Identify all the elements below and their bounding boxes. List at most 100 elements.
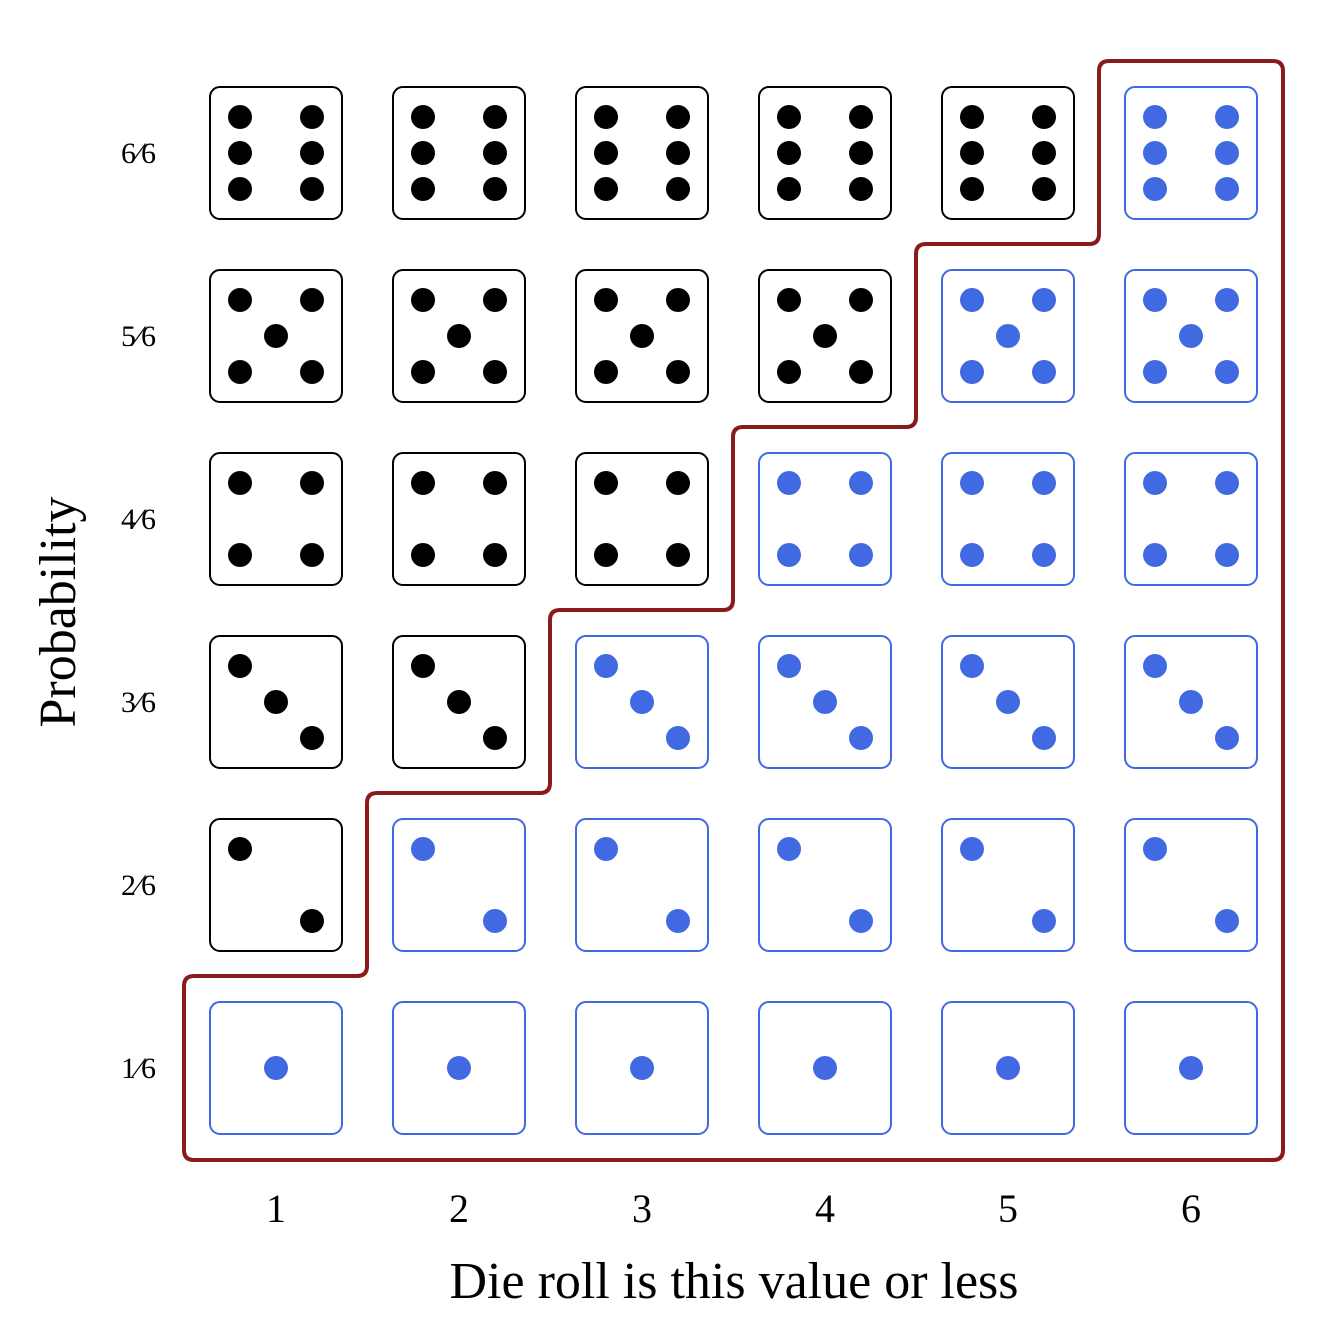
die-outline <box>941 269 1075 403</box>
die-pip <box>666 105 690 129</box>
die-face-6-col-2 <box>392 86 526 220</box>
die-pip <box>1215 726 1239 750</box>
die-face-1-col-6 <box>1124 1001 1258 1135</box>
die-outline <box>941 635 1075 769</box>
die-face-6-col-1 <box>209 86 343 220</box>
die-pip <box>411 288 435 312</box>
die-pip <box>1179 1056 1203 1080</box>
die-pip <box>666 141 690 165</box>
die-pip <box>483 543 507 567</box>
die-pip <box>483 141 507 165</box>
die-pip <box>228 360 252 384</box>
die-pip <box>483 105 507 129</box>
die-outline <box>209 818 343 952</box>
die-outline <box>941 1001 1075 1135</box>
die-pip <box>630 1056 654 1080</box>
die-face-5-col-5 <box>941 269 1075 403</box>
x-tick-label: 6 <box>1181 1186 1201 1231</box>
die-outline <box>941 452 1075 586</box>
die-pip <box>411 654 435 678</box>
die-pip <box>411 177 435 201</box>
die-pip <box>264 1056 288 1080</box>
x-tick-label: 1 <box>266 1186 286 1231</box>
die-pip <box>996 324 1020 348</box>
die-outline <box>392 635 526 769</box>
die-pip <box>960 543 984 567</box>
die-outline <box>941 86 1075 220</box>
die-outline <box>758 635 892 769</box>
y-axis-label: Probability <box>30 496 87 727</box>
x-tick-label: 4 <box>815 1186 835 1231</box>
die-pip <box>1143 543 1167 567</box>
die-pip <box>849 543 873 567</box>
die-pip <box>996 1056 1020 1080</box>
die-pip <box>960 141 984 165</box>
die-face-5-col-6 <box>1124 269 1258 403</box>
die-pip <box>666 177 690 201</box>
die-outline <box>392 818 526 952</box>
die-pip <box>594 543 618 567</box>
die-pip <box>1032 726 1056 750</box>
die-face-3-col-3 <box>575 635 709 769</box>
die-face-6-col-4 <box>758 86 892 220</box>
dice-grid <box>209 86 1258 1135</box>
die-pip <box>849 726 873 750</box>
y-axis-ticks: 1⁄6 2⁄6 3⁄6 4⁄6 5⁄6 6⁄6 <box>121 137 156 1085</box>
die-pip <box>1032 105 1056 129</box>
die-pip <box>777 543 801 567</box>
die-outline <box>575 452 709 586</box>
die-face-3-col-4 <box>758 635 892 769</box>
die-pip <box>849 471 873 495</box>
die-outline <box>1124 86 1258 220</box>
die-pip <box>630 324 654 348</box>
y-tick-label: 2⁄6 <box>121 869 156 902</box>
die-pip <box>777 288 801 312</box>
die-face-5-col-2 <box>392 269 526 403</box>
die-outline <box>1124 269 1258 403</box>
die-pip <box>411 360 435 384</box>
die-pip <box>1032 909 1056 933</box>
die-pip <box>411 105 435 129</box>
die-pip <box>228 471 252 495</box>
die-pip <box>849 909 873 933</box>
y-tick-label: 6⁄6 <box>121 137 156 170</box>
die-pip <box>1215 909 1239 933</box>
die-pip <box>483 909 507 933</box>
die-face-6-col-6 <box>1124 86 1258 220</box>
die-pip <box>228 654 252 678</box>
die-pip <box>411 837 435 861</box>
die-face-2-col-5 <box>941 818 1075 952</box>
die-outline <box>575 635 709 769</box>
die-pip <box>1143 288 1167 312</box>
die-pip <box>594 105 618 129</box>
y-tick-label: 5⁄6 <box>121 320 156 353</box>
die-pip <box>1143 471 1167 495</box>
die-pip <box>777 837 801 861</box>
die-pip <box>666 471 690 495</box>
die-outline <box>392 452 526 586</box>
die-pip <box>849 360 873 384</box>
die-pip <box>960 360 984 384</box>
die-pip <box>483 726 507 750</box>
die-pip <box>666 360 690 384</box>
die-pip <box>849 105 873 129</box>
die-pip <box>228 177 252 201</box>
die-outline <box>1124 635 1258 769</box>
die-pip <box>960 177 984 201</box>
x-axis-label: Die roll is this value or less <box>449 1253 1018 1310</box>
die-pip <box>777 105 801 129</box>
die-pip <box>411 471 435 495</box>
die-pip <box>666 543 690 567</box>
die-pip <box>1215 177 1239 201</box>
die-pip <box>447 690 471 714</box>
die-pip <box>849 288 873 312</box>
die-outline <box>758 452 892 586</box>
die-pip <box>1215 105 1239 129</box>
die-face-2-col-3 <box>575 818 709 952</box>
die-pip <box>264 324 288 348</box>
x-tick-label: 2 <box>449 1186 469 1231</box>
die-pip <box>1143 177 1167 201</box>
die-pip <box>960 471 984 495</box>
die-pip <box>1032 543 1056 567</box>
die-outline <box>392 269 526 403</box>
